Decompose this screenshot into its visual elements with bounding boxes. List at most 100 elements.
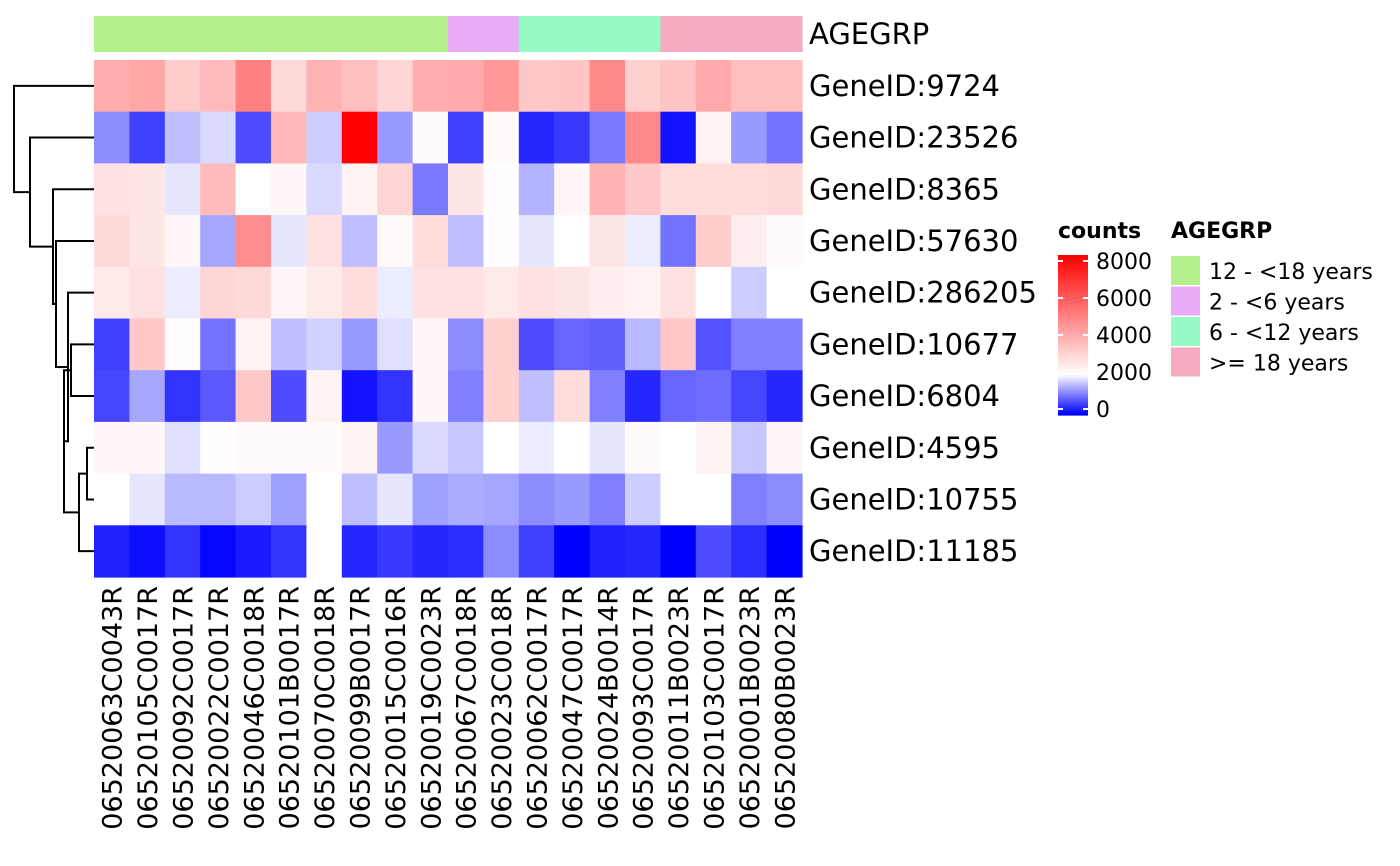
colorbar-segment	[1058, 323, 1088, 326]
heatmap-cell	[306, 111, 343, 164]
heatmap-cell	[766, 421, 803, 475]
annotation-cell	[412, 16, 449, 52]
heatmap-cell	[731, 370, 768, 423]
colorbar-segment	[1058, 389, 1088, 392]
heatmap-cell	[341, 318, 378, 371]
heatmap-cell	[200, 421, 237, 475]
heatmap-cell	[341, 370, 378, 423]
heatmap-cell	[554, 111, 591, 164]
heatmap-cell	[164, 60, 201, 113]
heatmap-cell	[129, 473, 166, 526]
heatmap-cell	[377, 370, 414, 423]
heatmap-cell	[695, 215, 732, 268]
colorbar-segment	[1058, 293, 1088, 296]
heatmap-cell	[660, 318, 697, 371]
heatmap-cell	[306, 163, 343, 216]
row-dendrogram	[13, 84, 94, 553]
heatmap-cell	[306, 266, 343, 320]
heatmap-cell	[695, 525, 732, 578]
annotation-cell	[518, 16, 555, 52]
annotation-cell	[625, 16, 661, 52]
heatmap-cell	[235, 525, 272, 578]
colorbar-segment	[1058, 339, 1088, 342]
heatmap-cell	[448, 525, 484, 578]
colorbar-segment	[1058, 257, 1088, 260]
heatmap-cell	[377, 421, 414, 475]
colorbar-segment	[1058, 305, 1088, 308]
colorbar-segment	[1058, 297, 1088, 300]
colorbar-tick-label: 4000	[1096, 324, 1152, 349]
colorbar-segment	[1058, 365, 1088, 368]
row-label: GeneID:10755	[809, 482, 1018, 516]
heatmap-cell	[766, 60, 803, 113]
colorbar-segment	[1058, 335, 1088, 338]
heatmap-cell	[660, 215, 697, 268]
colorbar-segment	[1058, 291, 1088, 294]
colorbar-segment	[1058, 269, 1088, 272]
annotation-cell	[341, 16, 378, 52]
heatmap-cell	[554, 525, 591, 578]
heatmap-cells	[94, 60, 803, 578]
heatmap-cell	[518, 266, 555, 320]
colorbar-segment	[1058, 275, 1088, 278]
agegrp-legend-label: 6 - <12 years	[1209, 321, 1359, 346]
heatmap-cell	[625, 215, 661, 268]
annotation-cell	[306, 16, 343, 52]
heatmap-cell	[518, 215, 555, 268]
heatmap-cell	[129, 163, 166, 216]
heatmap-cell	[271, 111, 307, 164]
heatmap-cell	[625, 60, 661, 113]
colorbar-segment	[1058, 267, 1088, 270]
heatmap-cell	[483, 60, 520, 113]
heatmap-cell	[412, 473, 449, 526]
heatmap-cell	[660, 163, 697, 216]
heatmap-cell	[731, 318, 768, 371]
heatmap-cell	[235, 318, 272, 371]
heatmap-cell	[731, 60, 768, 113]
heatmap-cell	[731, 525, 768, 578]
colorbar-tick-label: 0	[1096, 398, 1110, 423]
row-label: GeneID:11185	[809, 534, 1018, 568]
heatmap-cell	[660, 525, 697, 578]
colorbar-segment	[1058, 399, 1088, 402]
heatmap-cell	[483, 266, 520, 320]
colorbar-segment	[1058, 369, 1088, 372]
heatmap-cell	[129, 370, 166, 423]
heatmap-cell	[660, 60, 697, 113]
annotation-cell	[483, 16, 520, 52]
column-label: 06520099B0017R	[346, 586, 377, 829]
column-label: 06520022C0017R	[204, 586, 235, 830]
annotation-cell	[660, 16, 697, 52]
heatmap-cell	[660, 473, 697, 526]
colorbar-segment	[1058, 295, 1088, 298]
column-label: 06520093C0017R	[629, 586, 660, 830]
colorbar-segment	[1058, 385, 1088, 388]
heatmap-cell	[483, 163, 520, 216]
column-label: 06520092C0017R	[169, 586, 200, 830]
colorbar-segment	[1058, 411, 1088, 414]
heatmap-cell	[129, 60, 166, 113]
heatmap-cell	[766, 266, 803, 320]
colorbar-segment	[1058, 403, 1088, 406]
heatmap-cell	[200, 318, 237, 371]
heatmap-cell	[518, 473, 555, 526]
annotation-cell	[200, 16, 237, 52]
dendrogram-branch	[64, 291, 94, 443]
column-label: 06520070C0018R	[310, 586, 341, 830]
heatmap-cell	[766, 370, 803, 423]
heatmap-cell	[271, 60, 307, 113]
heatmap-cell	[731, 266, 768, 320]
heatmap-cell	[518, 111, 555, 164]
heatmap-cell	[94, 525, 130, 578]
heatmap-cell	[164, 525, 201, 578]
heatmap-cell	[625, 421, 661, 475]
agegrp-legend-swatch	[1171, 347, 1200, 377]
heatmap-cell	[341, 215, 378, 268]
heatmap-cell	[483, 421, 520, 475]
heatmap-cell	[589, 421, 626, 475]
column-label: 06520015C0016R	[381, 586, 412, 830]
heatmap-cell	[554, 163, 591, 216]
heatmap-cell	[589, 525, 626, 578]
heatmap-cell	[200, 111, 237, 164]
